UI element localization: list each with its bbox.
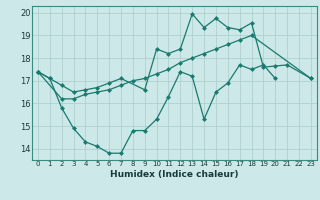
X-axis label: Humidex (Indice chaleur): Humidex (Indice chaleur) bbox=[110, 170, 239, 179]
